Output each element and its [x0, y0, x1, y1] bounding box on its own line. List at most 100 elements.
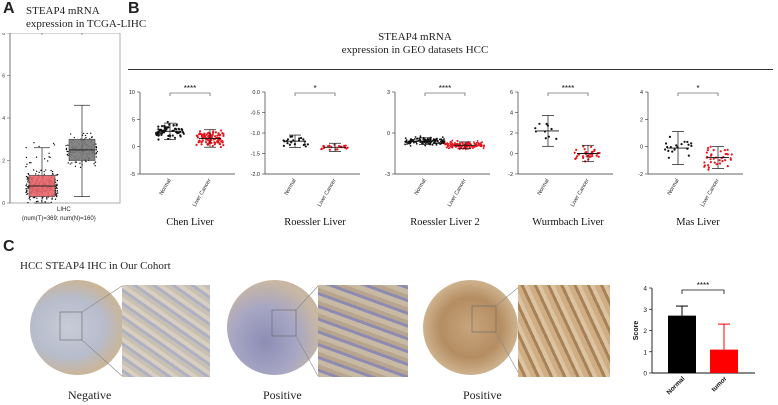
geo-point — [415, 141, 418, 144]
geo-point — [181, 131, 185, 134]
tcga-point — [49, 156, 51, 159]
ihc-bar — [710, 349, 738, 373]
panel-letter-a: A — [3, 0, 15, 17]
geo-point — [707, 164, 710, 167]
tcga-point — [96, 150, 99, 153]
geo-point — [442, 139, 445, 142]
geo-x-tick-label: Liver Cancer — [192, 178, 213, 208]
tcga-point — [55, 195, 58, 198]
tcga-point — [67, 144, 69, 146]
geo-point — [219, 129, 223, 132]
geo-dataset-label: Chen Liver — [166, 217, 214, 228]
tcga-point — [48, 152, 50, 154]
geo-point — [447, 144, 450, 146]
tcga-point — [46, 198, 48, 200]
tcga-point — [26, 193, 29, 195]
geo-y-tick-label: 6 — [510, 90, 513, 96]
geo-point — [454, 145, 457, 148]
tcga-y-tick-label: 6 — [2, 74, 5, 80]
tcga-point — [46, 160, 49, 162]
geo-point — [302, 138, 305, 141]
tcga-point — [55, 174, 57, 176]
geo-point — [687, 143, 690, 146]
geo-y-tick-label: 0 — [387, 131, 390, 137]
tcga-point — [95, 145, 97, 148]
tcga-point — [69, 133, 72, 135]
geo-point — [210, 135, 214, 139]
geo-point — [726, 148, 729, 151]
zoom-lines-2 — [271, 285, 319, 377]
geo-point — [213, 141, 216, 144]
tcga-point — [79, 166, 82, 169]
tcga-point — [95, 143, 97, 145]
geo-point — [544, 137, 547, 140]
geo-point — [410, 141, 412, 143]
ihc-label-negative: Negative — [68, 388, 112, 402]
geo-point — [690, 142, 693, 145]
geo-point — [199, 130, 202, 133]
geo-y-tick-label: -3 — [385, 172, 390, 178]
geo-y-tick-label: -1.0 — [251, 131, 260, 137]
geo-point — [724, 152, 727, 156]
tcga-point — [37, 200, 39, 203]
geo-point — [724, 159, 727, 162]
tcga-point — [85, 136, 87, 139]
ihc-core-positive-1 — [227, 280, 322, 375]
geo-point — [690, 144, 693, 148]
geo-point — [438, 141, 440, 144]
geo-point — [709, 158, 712, 161]
tcga-point — [95, 152, 98, 154]
geo-y-tick-label: 0.0 — [252, 90, 260, 96]
geo-point — [582, 156, 585, 160]
geo-point — [160, 125, 164, 128]
tcga-point — [66, 150, 68, 153]
geo-point — [719, 150, 722, 153]
geo-point — [446, 142, 449, 144]
tcga-point — [29, 196, 31, 199]
geo-y-tick-label: 5 — [132, 117, 135, 123]
geo-point — [282, 144, 285, 147]
geo-point — [713, 161, 716, 164]
ihc-x-tick-label: tumor — [710, 375, 728, 393]
geo-point — [288, 143, 291, 146]
geo-point — [472, 147, 474, 149]
tcga-point — [33, 142, 35, 144]
geo-point — [451, 144, 454, 147]
tcga-point — [30, 161, 32, 164]
geo-point — [664, 148, 667, 151]
geo-panel-wurmbach: -2 0 2 4 6 Normal Liver Cancer **** Wurmbach Liv… — [508, 84, 613, 228]
geo-sig-label: **** — [562, 84, 574, 93]
geo-point — [451, 146, 454, 149]
geo-point — [409, 142, 412, 145]
ihc-sig-bracket — [681, 289, 725, 294]
tcga-point — [35, 200, 38, 203]
geo-sig-bracket — [424, 92, 466, 96]
tcga-sample-note: (num(T)=369; num(N)=160) — [22, 216, 96, 222]
geo-point — [214, 131, 217, 134]
geo-point — [200, 140, 204, 144]
geo-point — [687, 154, 690, 157]
tcga-point — [43, 158, 46, 160]
geo-point — [680, 143, 683, 146]
geo-point — [712, 157, 715, 160]
geo-sig-bracket — [169, 92, 211, 96]
tcga-point — [26, 178, 28, 180]
geo-point — [210, 139, 213, 142]
zoom-lines-1 — [59, 285, 123, 377]
geo-point — [429, 141, 432, 144]
geo-point — [173, 127, 177, 130]
geo-y-tick-label: 10 — [129, 90, 135, 96]
geo-panel-mas: -2 0 2 4 Normal Liver Cancer * Mas Liver — [638, 84, 743, 228]
tcga-point — [79, 162, 81, 164]
ihc-y-tick-label: 2 — [643, 328, 647, 335]
geo-point — [668, 135, 672, 139]
tcga-point — [82, 132, 85, 135]
tcga-point — [33, 196, 36, 199]
geo-point — [590, 151, 593, 154]
tcga-y-axis: 0 2 4 6 8 — [2, 33, 11, 207]
geo-point — [219, 146, 222, 149]
tcga-point — [50, 201, 52, 204]
tcga-plot-area: * — [25, 33, 99, 204]
tcga-point — [56, 179, 59, 182]
geo-point — [550, 127, 553, 131]
